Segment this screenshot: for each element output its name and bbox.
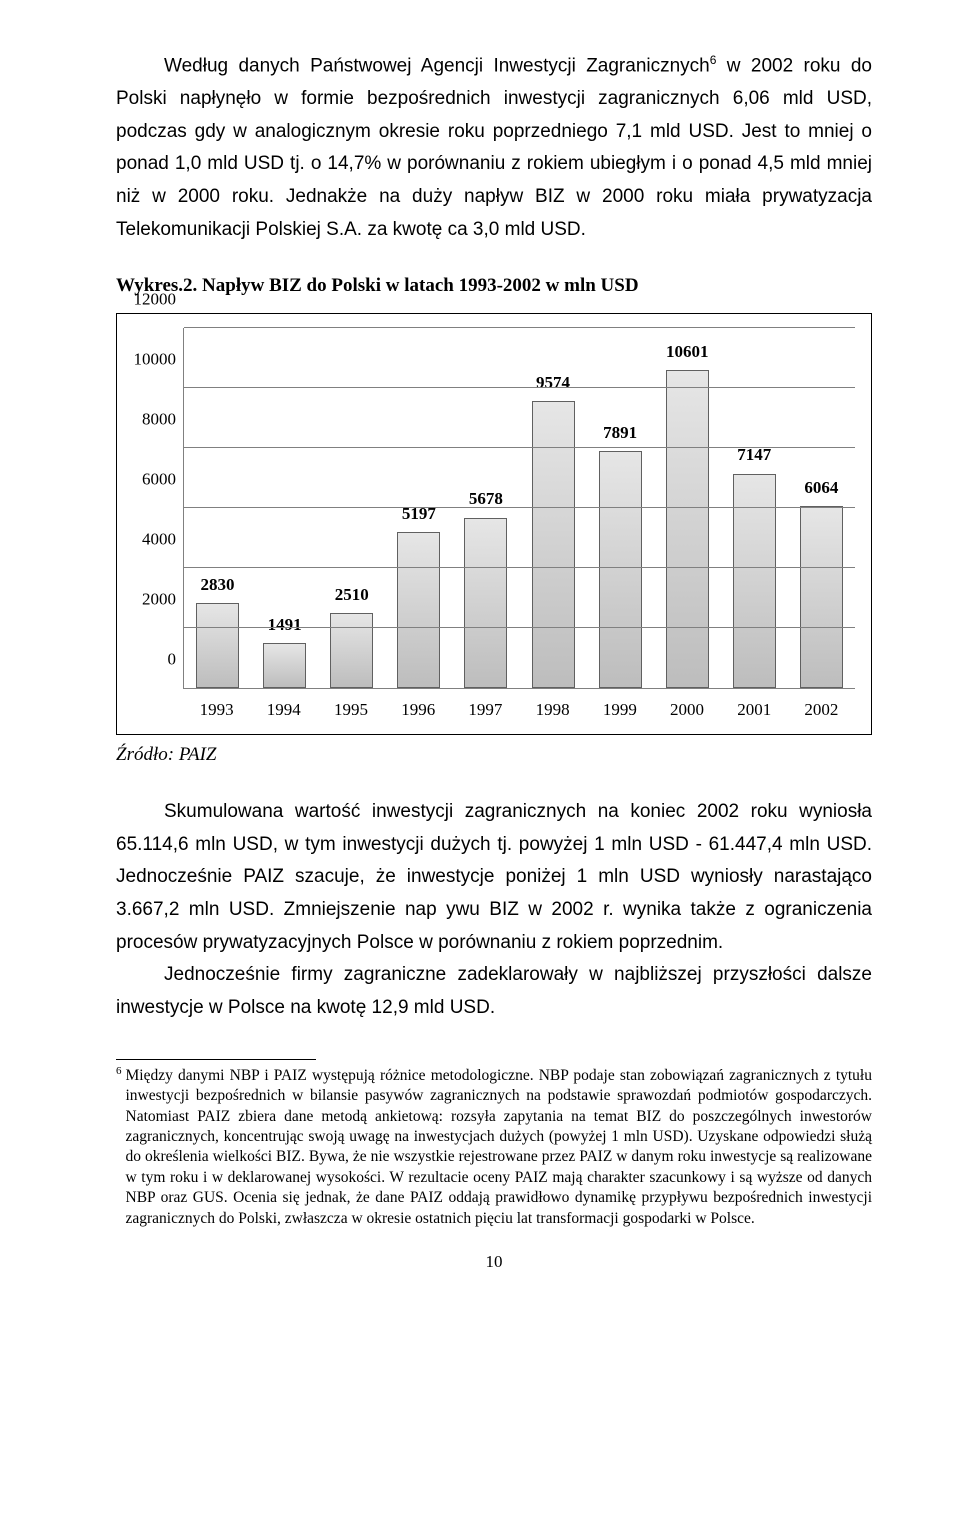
footnote-number: 6 [116, 1064, 126, 1228]
chart-column: 9574 [519, 328, 586, 688]
chart-bar [464, 518, 507, 688]
chart-y-tick-label: 2000 [142, 584, 184, 613]
chart-bar-value-label: 7147 [721, 440, 788, 469]
chart-plot-area: 283014912510 51975678 95747891 10601 7147606… [183, 328, 855, 689]
chart-y-tick-label: 0 [168, 644, 185, 673]
chart-bar-value-label: 5197 [385, 499, 452, 528]
chart-bar [196, 603, 239, 688]
chart-bar-value-label: 7891 [587, 418, 654, 447]
chart-column: 2510 [318, 328, 385, 688]
chart-column: 5197 [385, 328, 452, 688]
chart-bar-value-label: 2830 [184, 570, 251, 599]
chart-column: 7891 [587, 328, 654, 688]
chart-gridline [184, 447, 855, 448]
chart-column: 2830 [184, 328, 251, 688]
chart-column: 10601 [654, 328, 721, 688]
chart-column: 7147 [721, 328, 788, 688]
chart-x-tick-label: 1993 [183, 695, 250, 724]
chart-gridline [184, 387, 855, 388]
chart-bar [330, 613, 373, 688]
chart-y-tick-label: 4000 [142, 524, 184, 553]
chart-x-axis: 1993199419951996199719981999200020012002 [183, 695, 855, 724]
chart-gridline [184, 567, 855, 568]
chart-x-tick-label: 2001 [721, 695, 788, 724]
chart-column: 1491 [251, 328, 318, 688]
para1-text-a: Według danych Państwowej Agencji Inwesty… [164, 55, 710, 76]
paragraph-3: Jednocześnie firmy zagraniczne zadeklaro… [116, 959, 872, 1024]
chart-y-tick-label: 12000 [134, 284, 185, 313]
chart-bar [397, 532, 440, 688]
page-number: 10 [116, 1247, 872, 1276]
chart-bar-value-label: 6064 [788, 473, 855, 502]
chart-gridline [184, 627, 855, 628]
chart-x-tick-label: 1998 [519, 695, 586, 724]
chart-bar-value-label: 1491 [251, 610, 318, 639]
chart-frame: 283014912510 51975678 95747891 10601 7147606… [116, 313, 872, 735]
chart-y-tick-label: 10000 [134, 344, 185, 373]
para1-text-b: w 2002 roku do Polski napłynęło w formie… [116, 55, 872, 239]
chart-y-tick-label: 8000 [142, 404, 184, 433]
chart-source: Źródło: PAIZ [116, 739, 872, 772]
chart-bar-value-label: 2510 [318, 580, 385, 609]
chart-column: 6064 [788, 328, 855, 688]
chart-x-tick-label: 2000 [653, 695, 720, 724]
chart-bar [599, 451, 642, 688]
chart-gridline [184, 327, 855, 328]
chart-column: 5678 [452, 328, 519, 688]
chart-bar-value-label: 5678 [452, 484, 519, 513]
footnote-6: 6 Między danymi NBP i PAIZ występują róż… [116, 1066, 872, 1230]
chart-x-tick-label: 1999 [586, 695, 653, 724]
chart-y-tick-label: 6000 [142, 464, 184, 493]
chart-title-text: Napływ BIZ do Polski w latach 1993-2002 … [202, 275, 639, 296]
chart-bar [532, 401, 575, 688]
chart-bar [733, 474, 776, 688]
paragraph-1: Według danych Państwowej Agencji Inwesty… [116, 50, 872, 246]
chart-bar-value-label: 9574 [519, 368, 586, 397]
chart-bar [666, 370, 709, 688]
chart-bars-container: 283014912510 51975678 95747891 10601 7147606… [184, 328, 855, 688]
chart-x-tick-label: 1996 [385, 695, 452, 724]
chart-x-tick-label: 1994 [250, 695, 317, 724]
chart-x-tick-label: 1997 [452, 695, 519, 724]
footnote-text: Między danymi NBP i PAIZ występują różni… [126, 1066, 873, 1230]
footnote-separator [116, 1059, 316, 1060]
chart-bar-value-label: 10601 [654, 337, 721, 366]
chart-x-tick-label: 2002 [788, 695, 855, 724]
chart-gridline [184, 507, 855, 508]
chart-title: Wykres.2. Napływ BIZ do Polski w latach … [116, 270, 872, 303]
paragraph-2: Skumulowana wartość inwestycji zagranicz… [116, 796, 872, 959]
chart-bar [800, 506, 843, 688]
chart-x-tick-label: 1995 [317, 695, 384, 724]
chart-bar [263, 643, 306, 688]
